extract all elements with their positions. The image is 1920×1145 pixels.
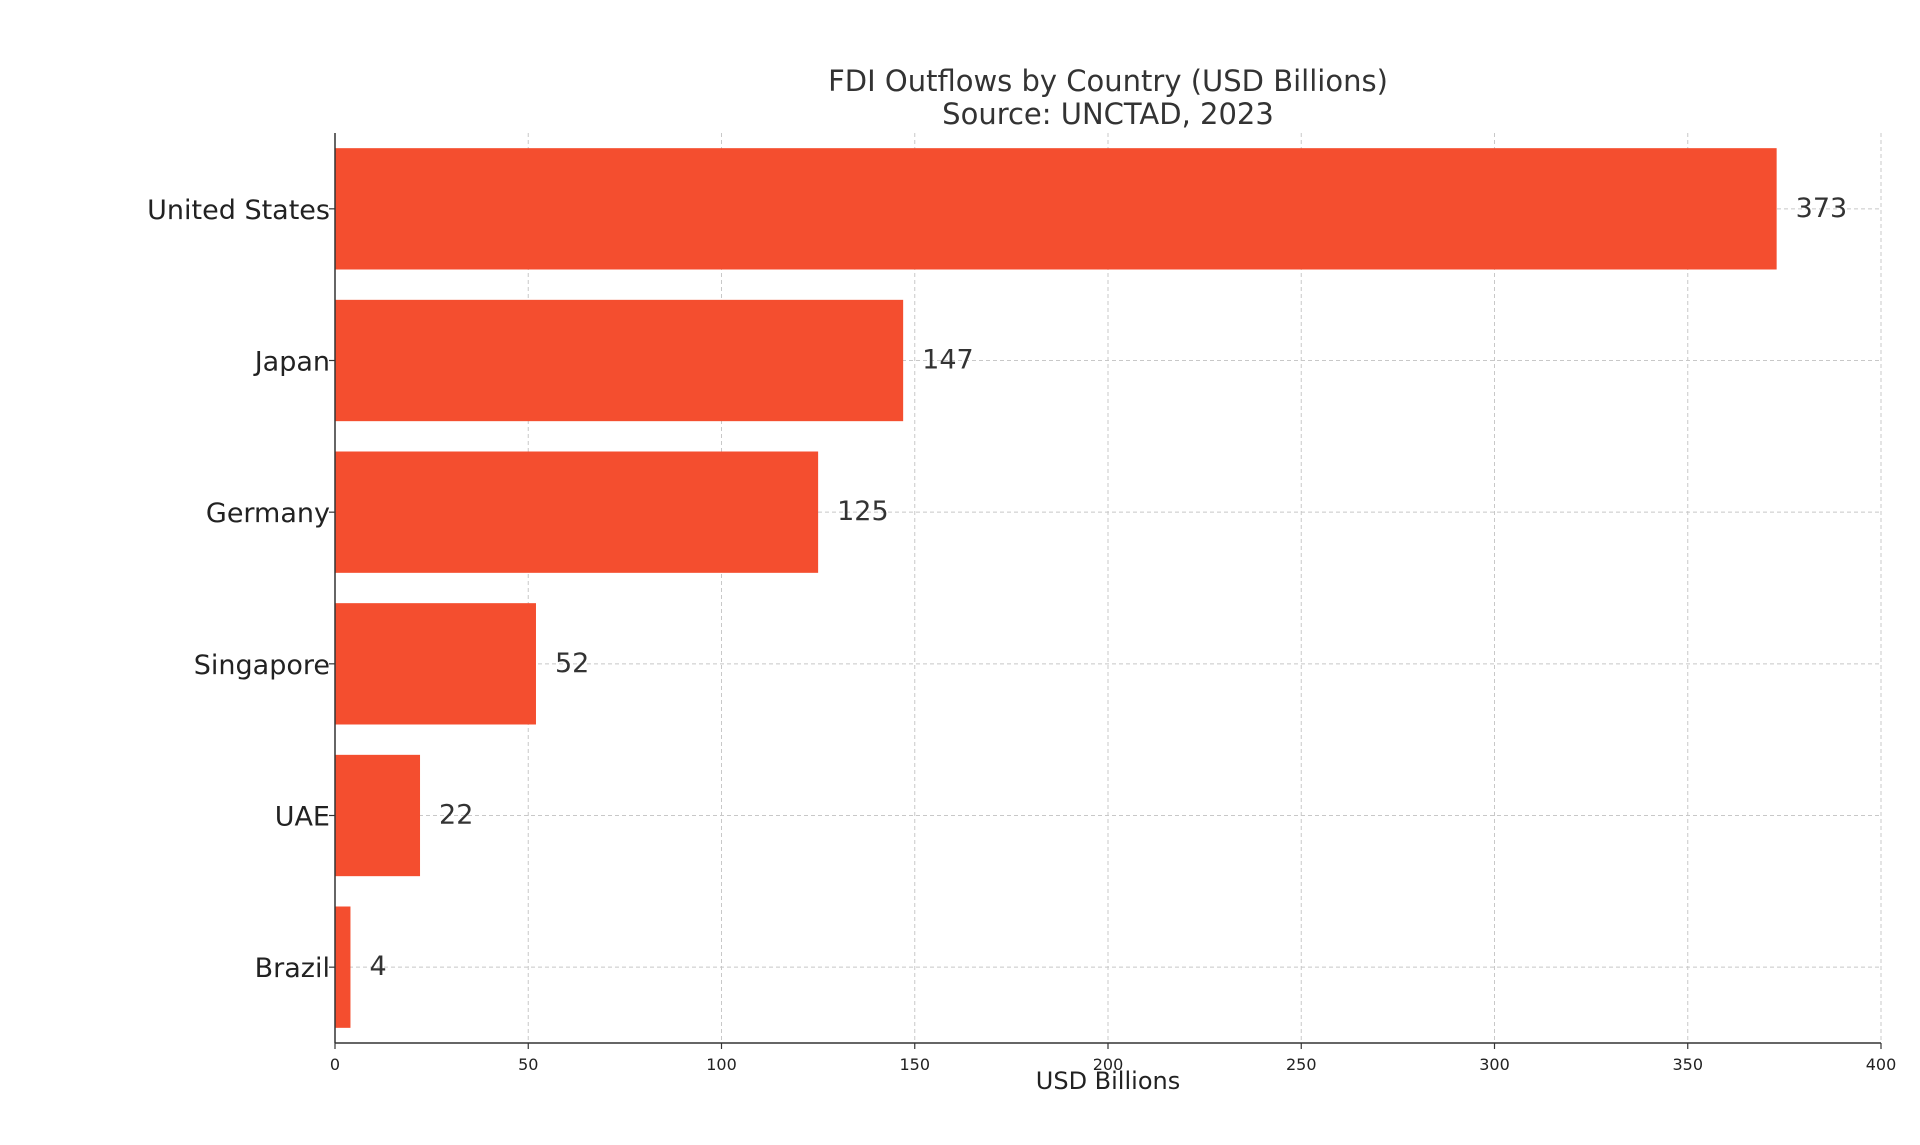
bar-value-label: 4 <box>369 951 386 982</box>
bar-value-label: 22 <box>439 800 473 831</box>
x-tick-label: 50 <box>518 1055 538 1074</box>
y-ticks: United States Japan Germany Singapore UAE Bra… <box>147 195 335 984</box>
x-ticks: 0 50 100 150 200 250 300 350 400 <box>330 1043 1896 1074</box>
bar <box>335 906 351 1028</box>
data-labels: 373 147 125 52 22 4 <box>369 193 1847 982</box>
bars <box>335 148 1777 1028</box>
x-tick-label: 400 <box>1866 1055 1897 1074</box>
bar-value-label: 147 <box>922 345 974 376</box>
x-tick-label: 150 <box>899 1055 930 1074</box>
bar <box>335 299 904 422</box>
bar <box>335 148 1777 270</box>
bar-value-label: 373 <box>1796 193 1848 224</box>
bar-value-label: 125 <box>837 496 889 527</box>
y-tick-label: Japan <box>253 347 330 378</box>
chart-subtitle: Source: UNCTAD, 2023 <box>942 97 1274 131</box>
y-tick-label: Singapore <box>194 650 330 681</box>
bar <box>335 451 819 573</box>
y-tick-label: United States <box>147 195 330 226</box>
bar-value-label: 52 <box>555 648 589 679</box>
x-tick-label: 100 <box>706 1055 737 1074</box>
y-tick-label: Germany <box>206 498 330 529</box>
y-tick-label: UAE <box>275 802 330 833</box>
x-tick-label: 300 <box>1479 1055 1510 1074</box>
y-tick-label: Brazil <box>255 953 330 984</box>
bar <box>335 754 421 877</box>
chart-title: FDI Outflows by Country (USD Billions) <box>828 64 1388 98</box>
x-tick-label: 250 <box>1286 1055 1317 1074</box>
x-axis-label: USD Billions <box>1036 1067 1180 1095</box>
x-tick-label: 350 <box>1672 1055 1703 1074</box>
bar <box>335 603 536 725</box>
x-tick-label: 0 <box>330 1055 340 1074</box>
x-tick-label: 200 <box>1093 1055 1124 1074</box>
